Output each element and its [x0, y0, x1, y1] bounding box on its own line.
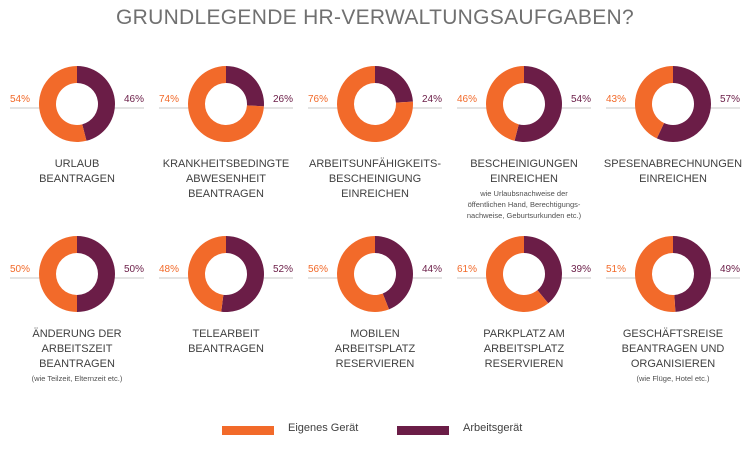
slice-eigenes-geraet: [39, 236, 77, 312]
percent-label-own: 74%: [159, 94, 180, 105]
donut-chart: [10, 66, 144, 142]
percent-label-work: 39%: [570, 264, 591, 275]
category-label: PARKPLATZ AM ARBEITSPLATZ RESERVIEREN: [483, 328, 565, 370]
slice-arbeitsgeraet: [375, 236, 413, 310]
percent-label-own: 56%: [308, 264, 329, 275]
donut-chart: [308, 66, 442, 142]
percent-label-own: 54%: [10, 94, 31, 105]
percent-label-work: 26%: [272, 94, 293, 105]
donut-chart: [457, 236, 591, 312]
category-label: ARBEITSUNFÄHIGKEITS- BESCHEINIGUNG EINRE…: [308, 158, 442, 200]
percent-label-work: 50%: [123, 264, 144, 275]
slice-eigenes-geraet: [635, 236, 676, 312]
category-label: TELEARBEIT BEANTRAGEN: [188, 328, 264, 355]
category-label: URLAUB BEANTRAGEN: [39, 158, 115, 185]
slice-eigenes-geraet: [635, 66, 673, 139]
percent-label-work: 54%: [570, 94, 591, 105]
legend-label-own: Eigenes Gerät: [288, 422, 359, 434]
slice-arbeitsgeraet: [524, 236, 562, 304]
slice-eigenes-geraet: [337, 66, 413, 142]
percent-label-work: 46%: [123, 94, 144, 105]
percent-label-work: 57%: [719, 94, 740, 105]
donut-chart: [308, 236, 442, 312]
donut-chart: [606, 66, 740, 143]
slice-arbeitsgeraet: [226, 66, 264, 107]
donut-chart-item: 51% 49% GESCHÄFTSREISE BEANTRAGEN UND ORGA…: [598, 170, 748, 383]
donut-chart-item: 54% 46% URLAUB BEANTRAGEN: [2, 0, 152, 210]
category-note: (wie Teilzeit, Elternzeit etc.): [31, 374, 123, 383]
percent-label-own: 43%: [606, 94, 627, 105]
donut-chart: [606, 236, 740, 312]
donut-chart: [159, 66, 293, 143]
slice-arbeitsgeraet: [514, 66, 562, 142]
percent-label-own: 48%: [159, 264, 180, 275]
slice-eigenes-geraet: [39, 66, 87, 142]
legend: Eigenes Gerät Arbeitsgerät: [222, 420, 542, 436]
percent-label-own: 46%: [457, 94, 478, 105]
slice-arbeitsgeraet: [375, 66, 413, 103]
slice-eigenes-geraet: [486, 236, 549, 312]
category-label: GESCHÄFTSREISE BEANTRAGEN UND ORGANISIER…: [621, 328, 725, 370]
donut-chart-item: 56% 44% MOBILEN ARBEITSPLATZ RESERVIEREN: [300, 170, 450, 380]
legend-swatch-work: [397, 426, 449, 435]
legend-label-work: Arbeitsgerät: [463, 422, 523, 434]
donut-chart-item: 61% 39% PARKPLATZ AM ARBEITSPLATZ RESERVIE…: [449, 170, 599, 380]
slice-eigenes-geraet: [485, 66, 524, 141]
percent-label-own: 61%: [457, 264, 478, 275]
chart-title: GRUNDLEGENDE HR-VERWALTUNGSAUFGABEN?: [116, 6, 634, 29]
donut-chart-item: 48% 52% TELEARBEIT BEANTRAGEN: [151, 170, 301, 380]
category-note: wie Urlaubsnachweise der öffentlichen Ha…: [466, 189, 582, 220]
category-note: (wie Flüge, Hotel etc.): [636, 374, 710, 383]
slice-arbeitsgeraet: [221, 236, 264, 312]
donut-chart-item: 74% 26% KRANKHEITSBEDINGTE ABWESENHEIT BEA…: [151, 0, 301, 210]
percent-label-work: 44%: [421, 264, 442, 275]
slice-arbeitsgeraet: [77, 236, 115, 312]
donut-chart-item: 46% 54% BESCHEINIGUNGEN EINREICHEN wie Urla…: [449, 0, 599, 220]
percent-label-own: 76%: [308, 94, 329, 105]
legend-swatch-own: [222, 426, 274, 435]
percent-label-own: 50%: [10, 264, 31, 275]
donut-chart: [457, 66, 591, 142]
category-label: ÄNDERUNG DER ARBEITSZEIT BEANTRAGEN: [32, 328, 122, 370]
donut-chart: [10, 236, 144, 312]
donut-chart-item: 76% 24% ARBEITSUNFÄHIGKEITS- BESCHEINIGUNG…: [300, 0, 450, 210]
category-label: KRANKHEITSBEDINGTE ABWESENHEIT BEANTRAGE…: [162, 158, 290, 200]
percent-label-own: 51%: [606, 264, 627, 275]
percent-label-work: 49%: [719, 264, 740, 275]
slice-arbeitsgeraet: [656, 66, 711, 143]
slice-arbeitsgeraet: [77, 66, 116, 141]
donut-chart-item: 43% 57% SPESENABRECHNUNGEN EINREICHEN: [598, 0, 748, 210]
slice-arbeitsgeraet: [673, 236, 712, 312]
percent-label-work: 52%: [272, 264, 293, 275]
category-label: SPESENABRECHNUNGEN EINREICHEN: [603, 158, 743, 185]
donut-chart: [159, 236, 293, 312]
percent-label-work: 24%: [421, 94, 442, 105]
category-label: BESCHEINIGUNGEN EINREICHEN: [470, 158, 578, 185]
slice-eigenes-geraet: [187, 236, 226, 312]
category-label: MOBILEN ARBEITSPLATZ RESERVIEREN: [334, 328, 416, 370]
donut-chart-item: 50% 50% ÄNDERUNG DER ARBEITSZEIT BEANTRAGE…: [2, 170, 152, 383]
slice-eigenes-geraet: [188, 66, 264, 143]
slice-eigenes-geraet: [337, 236, 389, 312]
